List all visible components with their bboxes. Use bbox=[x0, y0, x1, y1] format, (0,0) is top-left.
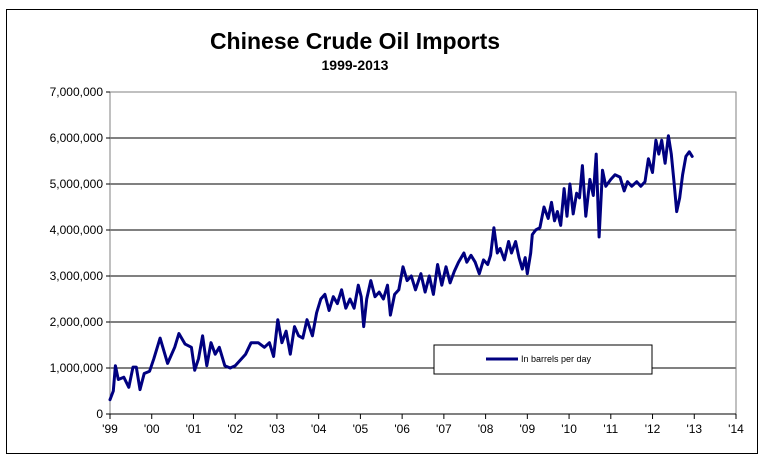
chart-subtitle: 1999-2013 bbox=[322, 57, 389, 73]
x-tick-label: '11 bbox=[603, 422, 618, 436]
x-tick-label: '07 bbox=[436, 422, 452, 436]
x-tick-label: '09 bbox=[520, 422, 536, 436]
x-tick-label: '13 bbox=[686, 422, 702, 436]
x-tick-label: '08 bbox=[478, 422, 494, 436]
series-group bbox=[108, 134, 694, 402]
x-tick-label: '06 bbox=[394, 422, 410, 436]
x-tick-label: '02 bbox=[227, 422, 243, 436]
gridlines bbox=[110, 91, 736, 369]
legend-box bbox=[433, 344, 653, 375]
x-tick-label: '12 bbox=[645, 422, 661, 436]
x-tick-label: '00 bbox=[144, 422, 160, 436]
x-axis: '99 '00 '01 '02 '03 '04 '05 '06 '07 '08 '09 '10 '11 '… bbox=[102, 413, 744, 436]
y-tick-label: 1,000,000 bbox=[50, 361, 104, 375]
y-tick-label: 3,000,000 bbox=[50, 269, 104, 283]
x-tick-label: '05 bbox=[353, 422, 369, 436]
x-tick-label: '01 bbox=[186, 422, 202, 436]
legend-label: In barrels per day bbox=[521, 354, 592, 364]
x-tick-label: '10 bbox=[561, 422, 577, 436]
legend: In barrels per day bbox=[433, 344, 653, 375]
y-tick-label: 5,000,000 bbox=[50, 177, 104, 191]
chart-title: Chinese Crude Oil Imports bbox=[210, 28, 500, 54]
y-axis: 0 1,000,000 2,000,000 3,000,000 4,000,000 5,0… bbox=[50, 85, 110, 421]
series-line bbox=[108, 134, 694, 402]
y-tick-label: 4,000,000 bbox=[50, 223, 104, 237]
y-tick-label: 0 bbox=[96, 407, 103, 421]
x-tick-label: '04 bbox=[311, 422, 327, 436]
y-tick-label: 6,000,000 bbox=[50, 131, 104, 145]
x-tick-label: '14 bbox=[728, 422, 744, 436]
x-tick-label: '99 bbox=[102, 422, 118, 436]
x-tick-label: '03 bbox=[269, 422, 285, 436]
y-tick-label: 2,000,000 bbox=[50, 315, 104, 329]
y-tick-label: 7,000,000 bbox=[50, 85, 104, 99]
